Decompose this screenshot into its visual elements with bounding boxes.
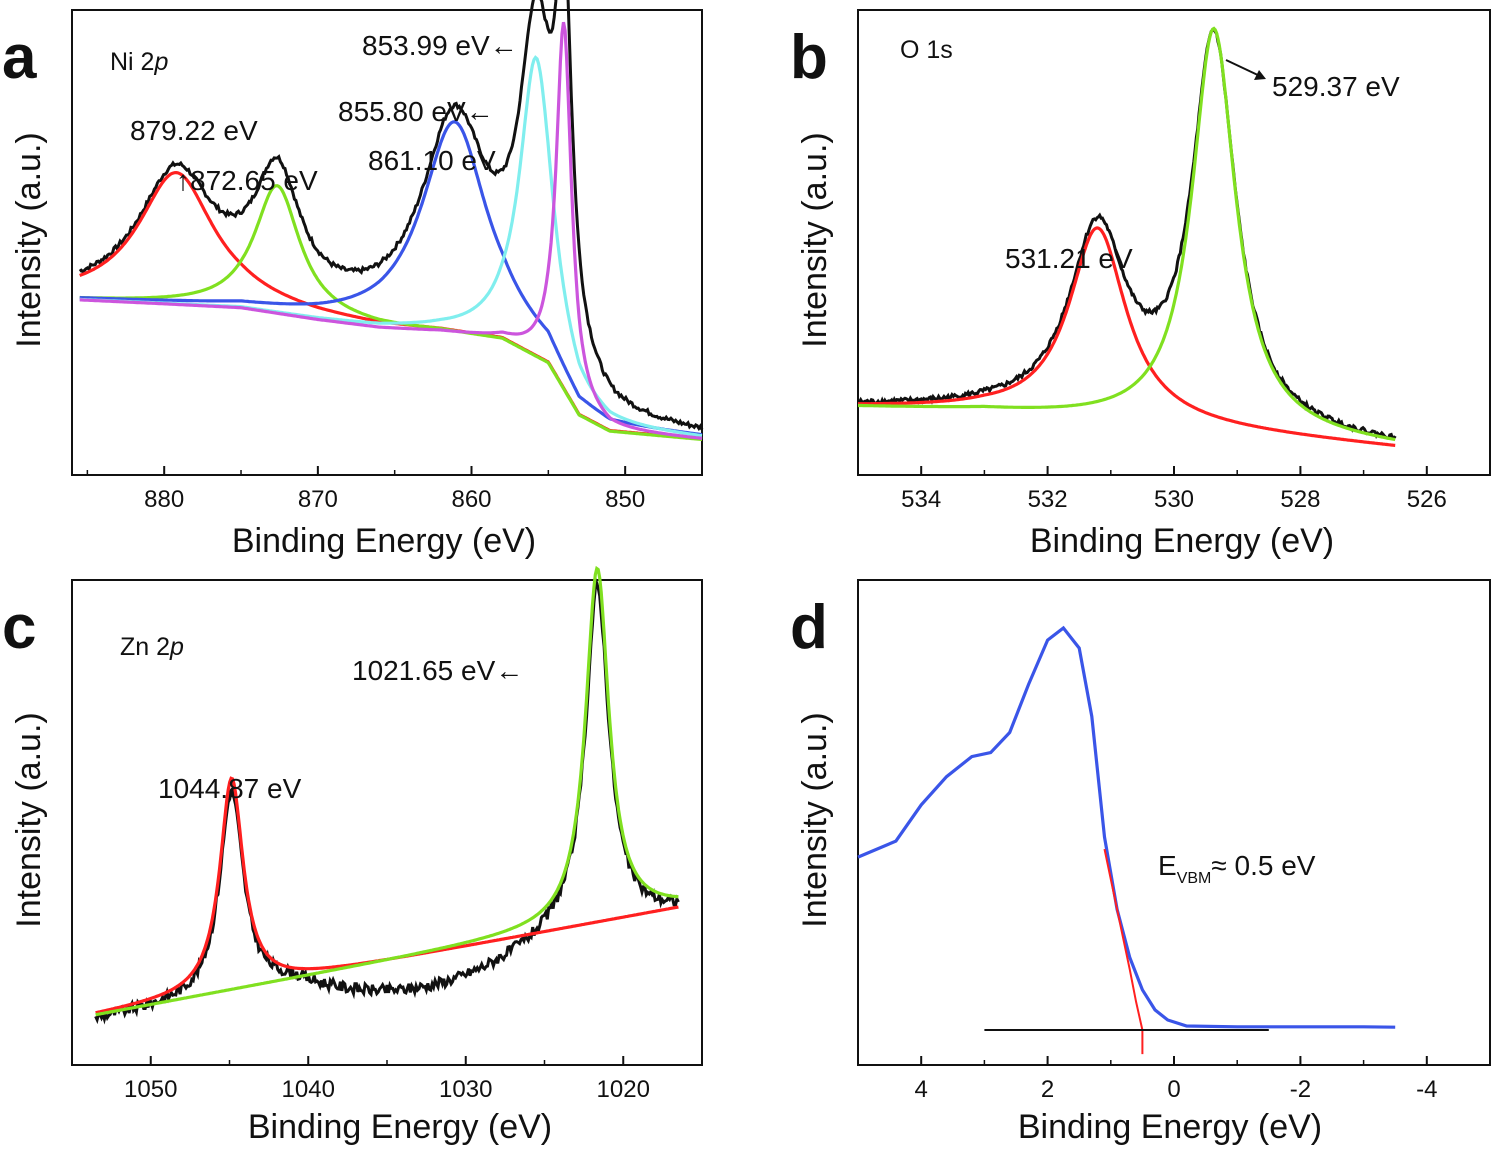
x-tick-label-a-1: 870: [298, 486, 338, 513]
x-tick-label-b-4: 526: [1407, 486, 1447, 513]
peak-arrowhead-b-1: [1254, 70, 1266, 80]
x-ticks-d: 4 2 0 -2 -4: [915, 1056, 1437, 1103]
peak-label-b-0: 531.21 eV: [1005, 243, 1133, 274]
panel-letter-b: b: [790, 23, 828, 92]
x-tick-label-b-0: 534: [901, 486, 941, 513]
x-ticks-b: 534 532 530 528 526: [901, 466, 1447, 513]
panel-d: d Binding Energy (eV) Intensity (a.u.) 4…: [790, 579, 1491, 1146]
curves-d: [857, 625, 1396, 1055]
peak-label-a-0: 879.22 eV: [130, 115, 258, 146]
panel-letter-a: a: [2, 23, 37, 92]
plot-frame-a: [71, 9, 703, 476]
x-tick-label-d-2: 0: [1167, 1076, 1180, 1103]
y-axis-title-d: Intensity (a.u.): [796, 712, 834, 927]
peak-label-c-0: 1044.87 eV: [158, 773, 302, 804]
y-axis-title-b: Intensity (a.u.): [796, 132, 834, 347]
fit-peak-c-0: [95, 776, 679, 1015]
fit-peak-c-1: [95, 565, 679, 1017]
x-tick-label-a-2: 860: [451, 486, 491, 513]
fit-peak-b-0: [858, 226, 1396, 447]
peak-label-b-1: 529.37 eV: [1272, 71, 1400, 102]
x-tick-label-c-0: 1050: [124, 1076, 177, 1103]
panel-title-b: O 1s: [900, 36, 953, 64]
x-tick-label-d-1: 2: [1041, 1076, 1054, 1103]
curves-a: [78, 0, 704, 442]
fit-peak-a-4: [79, 21, 703, 440]
x-axis-title-c: Binding Energy (eV): [248, 1108, 552, 1146]
measured-spectrum-a: [78, 0, 704, 432]
panel-b: b O 1s Binding Energy (eV) Intensity (a.…: [790, 9, 1491, 560]
peak-label-c-1: 1021.65 eV←: [352, 655, 523, 686]
x-tick-label-c-2: 1030: [439, 1076, 492, 1103]
panel-letter-d: d: [790, 593, 828, 662]
peak-arrow-b-1: [1225, 59, 1263, 78]
plot-frame-d: [857, 579, 1491, 1066]
peak-label-a-2: 861.10 eV: [368, 145, 496, 176]
y-axis-title-a: Intensity (a.u.): [10, 132, 48, 347]
x-tick-label-d-4: -4: [1416, 1076, 1437, 1103]
curves-b: [857, 26, 1397, 447]
y-axis-title-c: Intensity (a.u.): [10, 712, 48, 927]
x-ticks-a: 880 870 860 850: [86, 466, 645, 513]
panel-a: a Ni 2p Binding Energy (eV) Intensity (a…: [2, 0, 704, 560]
panel-title-c: Zn 2p: [120, 633, 184, 661]
panel-letter-c: c: [2, 593, 36, 662]
fit-peak-b-1: [858, 26, 1396, 442]
panel-title-a: Ni 2p: [110, 48, 168, 76]
curves-c: [94, 565, 680, 1025]
series-d-0: [857, 625, 1396, 1029]
x-axis-title-b: Binding Energy (eV): [1030, 522, 1334, 560]
fit-peak-a-1: [79, 184, 703, 442]
annotation-evbm: EVBM≈ 0.5 eV: [1158, 850, 1316, 887]
x-tick-label-d-0: 4: [915, 1076, 928, 1103]
x-tick-label-a-3: 850: [605, 486, 645, 513]
x-tick-label-b-3: 528: [1280, 486, 1320, 513]
x-ticks-c: 1050 1040 1030 1020: [124, 1056, 650, 1103]
x-tick-label-b-2: 530: [1154, 486, 1194, 513]
x-axis-title-d: Binding Energy (eV): [1018, 1108, 1322, 1146]
series-d-1: [1103, 848, 1144, 1055]
peak-label-a-1: ↑872.65 eV: [176, 165, 318, 196]
panel-c: c Zn 2p Binding Energy (eV) Intensity (a…: [2, 565, 703, 1146]
peak-label-a-4: 853.99 eV←: [362, 30, 518, 61]
x-tick-label-d-3: -2: [1290, 1076, 1311, 1103]
x-tick-label-c-1: 1040: [282, 1076, 335, 1103]
x-axis-title-a: Binding Energy (eV): [232, 522, 536, 560]
x-tick-label-a-0: 880: [144, 486, 184, 513]
x-tick-label-c-3: 1020: [597, 1076, 650, 1103]
x-tick-label-b-1: 532: [1028, 486, 1068, 513]
peak-label-a-3: 855.80 eV←: [338, 96, 494, 127]
measured-spectrum-b: [857, 26, 1397, 440]
fit-peak-a-2: [79, 120, 703, 437]
